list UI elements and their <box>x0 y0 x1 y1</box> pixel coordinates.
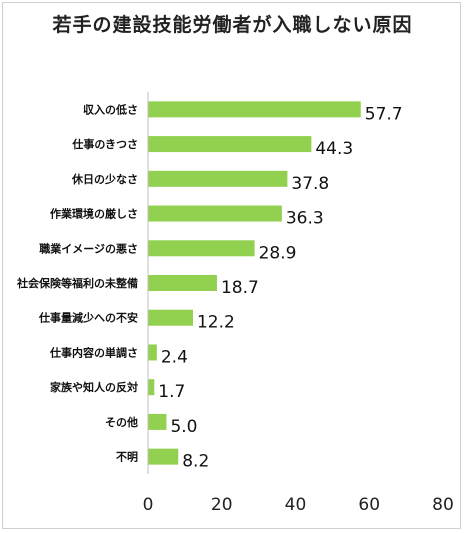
bar <box>148 275 217 291</box>
category-label: 仕事内容の単調さ <box>49 345 138 359</box>
value-label: 12.2 <box>197 313 235 333</box>
x-axis-ticks: 0 20 40 60 80 <box>143 495 454 515</box>
value-label: 28.9 <box>259 243 297 263</box>
bar <box>148 379 155 396</box>
value-label: 37.8 <box>291 174 329 194</box>
labels-layer: 収入の低さ 57.7 仕事のきつさ 44.3 休日の少なさ 37.8 作業環境の厳しさ 36.… <box>16 102 403 471</box>
x-tick-label: 20 <box>211 495 233 515</box>
bar <box>148 344 157 361</box>
category-label: その他 <box>105 415 138 429</box>
category-label: 仕事のきつさ <box>71 137 138 151</box>
value-label: 8.2 <box>182 452 209 472</box>
value-label: 57.7 <box>365 104 403 124</box>
bars-layer <box>148 101 361 465</box>
chart-title: 若手の建設技能労働者が入職しない原因 <box>52 14 413 36</box>
bar <box>148 101 361 118</box>
bar <box>148 413 167 430</box>
bar <box>148 448 179 465</box>
bar <box>148 309 193 326</box>
x-tick-label: 80 <box>432 495 454 515</box>
value-label: 5.0 <box>170 417 197 437</box>
category-label: 家族や知人の反対 <box>50 380 138 394</box>
x-tick-label: 0 <box>143 495 154 515</box>
category-label: 作業環境の厳しさ <box>50 207 138 221</box>
bar <box>148 170 288 187</box>
category-label: 休日の少なさ <box>71 172 138 186</box>
category-label: 仕事量減少への不安 <box>38 311 138 325</box>
x-tick-label: 60 <box>358 495 380 515</box>
category-label: 不明 <box>116 451 138 464</box>
value-label: 36.3 <box>286 209 324 229</box>
bar <box>148 240 255 257</box>
chart-frame <box>2 2 461 529</box>
value-label: 1.7 <box>158 382 185 402</box>
value-label: 2.4 <box>161 347 188 367</box>
value-label: 44.3 <box>315 139 353 159</box>
category-label: 社会保険等福利の未整備 <box>16 276 138 290</box>
bar <box>148 136 312 153</box>
category-label: 職業イメージの悪さ <box>39 241 138 255</box>
value-label: 18.7 <box>221 278 259 298</box>
x-tick-label: 40 <box>285 495 307 515</box>
category-label: 収入の低さ <box>83 102 138 116</box>
bar <box>148 205 282 222</box>
